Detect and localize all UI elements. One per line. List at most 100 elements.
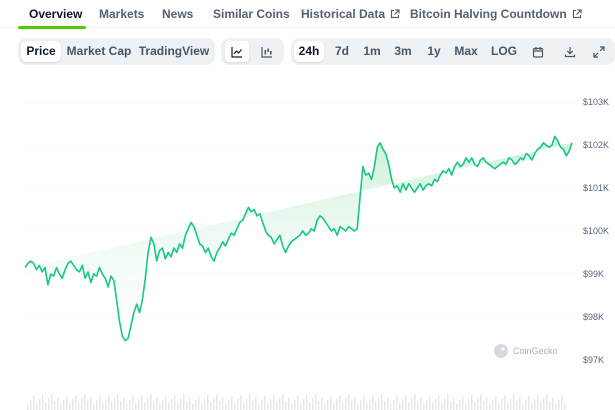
volume-bar — [510, 398, 512, 410]
volume-bar — [204, 399, 206, 410]
volume-bar — [300, 403, 302, 410]
volume-bar — [177, 402, 179, 410]
volume-bar — [549, 401, 551, 410]
fullscreen-button[interactable] — [590, 43, 608, 61]
volume-bar — [402, 399, 404, 410]
y-tick-label: $103K — [583, 97, 609, 107]
volume-bar — [222, 397, 224, 410]
y-tick-label: $101K — [583, 183, 609, 193]
price-line — [24, 135, 573, 342]
tab-bitcoin-halving-countdown[interactable]: Bitcoin Halving Countdown — [410, 7, 582, 21]
volume-bar — [243, 402, 245, 410]
log-scale-button[interactable]: LOG — [491, 44, 517, 58]
volume-bar — [372, 395, 374, 410]
active-tab-indicator — [18, 26, 86, 29]
tab-overview[interactable]: Overview — [29, 7, 82, 21]
volume-bar — [126, 404, 128, 410]
volume-bar — [168, 403, 170, 410]
y-tick-label: $100K — [583, 226, 609, 236]
volume-bar — [411, 398, 413, 410]
tab-historical-data[interactable]: Historical Data — [301, 7, 400, 21]
download-button[interactable] — [561, 43, 579, 61]
volume-bar — [333, 403, 335, 410]
calendar-icon — [532, 47, 544, 58]
range-7d-button[interactable]: 7d — [334, 44, 349, 58]
volume-bar — [543, 398, 545, 410]
volume-bar — [27, 404, 29, 410]
volume-bar — [318, 401, 320, 410]
volume-bar — [399, 403, 401, 410]
volume-bar — [45, 402, 47, 410]
volume-bar — [264, 396, 266, 410]
volume-bar — [492, 400, 494, 410]
volume-bar — [72, 399, 74, 410]
price-chart[interactable]: $97K $98K $99K $100K $101K $102K $103K CoinGec… — [0, 78, 615, 410]
volume-bar — [30, 400, 32, 410]
watermark-text: CoinGecko — [513, 346, 558, 356]
line-chart-button[interactable] — [225, 41, 249, 62]
price-button[interactable]: Price — [21, 41, 61, 62]
volume-bar — [354, 397, 356, 410]
volume-bar — [297, 396, 299, 410]
volume-bar — [414, 394, 416, 410]
tab-markets[interactable]: Markets — [99, 7, 144, 21]
volume-bar — [213, 398, 215, 410]
tab-similar-coins[interactable]: Similar Coins — [213, 7, 290, 21]
volume-bar — [321, 397, 323, 410]
volume-bar — [426, 400, 428, 410]
volume-bar — [111, 402, 113, 410]
volume-bar — [171, 399, 173, 410]
tab-news[interactable]: News — [162, 7, 193, 21]
range-1m-button[interactable]: 1m — [363, 44, 381, 58]
tab-bar: Overview Markets News Similar Coins Hist… — [0, 0, 615, 29]
y-tick-label: $98K — [583, 312, 604, 322]
range-max-button[interactable]: Max — [454, 44, 478, 58]
volume-bar — [252, 401, 254, 410]
candlestick-chart-button[interactable] — [258, 43, 276, 61]
volume-bar — [294, 400, 296, 410]
volume-bar — [219, 401, 221, 410]
volume-bar — [51, 394, 53, 410]
volume-bar — [552, 397, 554, 410]
volume-bar — [561, 396, 563, 410]
volume-bar — [534, 399, 536, 410]
chart-type-group: Price Market Cap TradingView — [18, 38, 215, 65]
volume-bar — [195, 400, 197, 410]
range-1y-button[interactable]: 1y — [427, 44, 441, 58]
volume-bar — [486, 397, 488, 410]
date-range-button[interactable] — [529, 43, 547, 61]
volume-bar — [60, 404, 62, 410]
volume-bar — [444, 398, 446, 410]
volume-bar — [339, 395, 341, 410]
volume-bar — [489, 404, 491, 410]
external-link-icon — [572, 9, 582, 19]
volume-bar — [513, 394, 515, 410]
volume-bar — [540, 402, 542, 410]
volume-bar — [480, 394, 482, 410]
volume-bar — [114, 398, 116, 410]
volume-bar — [75, 395, 77, 410]
volume-bar — [231, 396, 233, 410]
volume-bar — [360, 400, 362, 410]
volume-bar — [429, 396, 431, 410]
download-icon — [564, 47, 576, 58]
volume-bar — [279, 398, 281, 410]
volume-bar — [528, 396, 530, 410]
volume-bar — [330, 396, 332, 410]
range-3m-button[interactable]: 3m — [394, 44, 412, 58]
volume-bar — [474, 402, 476, 410]
volume-bar — [93, 404, 95, 410]
volume-bar — [120, 401, 122, 410]
market-cap-button[interactable]: Market Cap — [66, 44, 132, 58]
volume-bar — [516, 401, 518, 410]
volume-bar — [201, 403, 203, 410]
volume-bar — [405, 395, 407, 410]
coingecko-logo-icon — [494, 344, 508, 358]
range-24h-button[interactable]: 24h — [294, 41, 324, 62]
volume-bar — [465, 403, 467, 410]
volume-bar — [258, 404, 260, 410]
volume-bar — [78, 402, 80, 410]
tradingview-button[interactable]: TradingView — [138, 44, 210, 58]
volume-bar — [123, 397, 125, 410]
volume-bar — [48, 398, 50, 410]
